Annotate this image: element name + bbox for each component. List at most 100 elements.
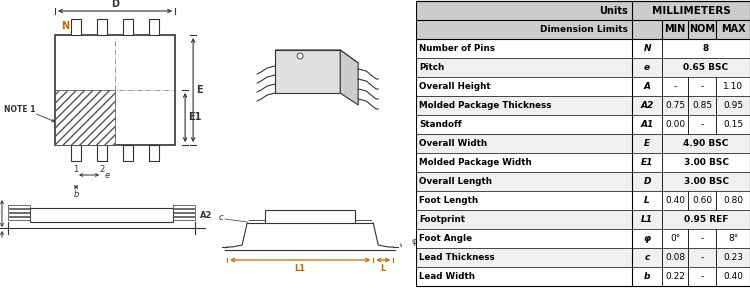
Text: 0°: 0° — [670, 234, 680, 243]
Bar — [55, 35, 175, 145]
Bar — [416, 248, 750, 267]
Text: 0.75: 0.75 — [665, 101, 685, 110]
Text: Foot Length: Foot Length — [419, 196, 478, 205]
Text: NOM: NOM — [689, 24, 715, 34]
Bar — [416, 115, 750, 134]
Text: A: A — [644, 82, 650, 91]
Bar — [8, 209, 30, 212]
Text: L: L — [380, 264, 386, 273]
Bar — [71, 19, 81, 35]
Text: 4.90 BSC: 4.90 BSC — [683, 139, 729, 148]
Text: L: L — [644, 196, 650, 205]
Text: Dimension Limits: Dimension Limits — [540, 25, 628, 34]
Text: 8: 8 — [703, 44, 709, 53]
Text: A1: A1 — [640, 120, 654, 129]
Bar — [416, 134, 750, 153]
Text: NOTE 1: NOTE 1 — [4, 106, 35, 114]
Bar — [8, 217, 30, 220]
Text: φ: φ — [411, 238, 417, 246]
Text: -: - — [700, 234, 703, 243]
Text: 1.10: 1.10 — [723, 82, 743, 91]
Polygon shape — [275, 50, 340, 93]
Text: 0.15: 0.15 — [723, 120, 743, 129]
Bar — [123, 145, 133, 161]
Text: e: e — [105, 170, 110, 180]
Text: MIN: MIN — [664, 24, 686, 34]
Text: MILLIMETERS: MILLIMETERS — [652, 5, 730, 16]
Bar — [173, 217, 195, 220]
Text: -: - — [700, 120, 703, 129]
Text: Molded Package Width: Molded Package Width — [419, 158, 532, 167]
Text: -: - — [700, 272, 703, 281]
Text: E1: E1 — [641, 158, 653, 167]
Circle shape — [297, 53, 303, 59]
Text: A2: A2 — [200, 210, 212, 220]
Bar — [97, 145, 107, 161]
Text: b: b — [74, 190, 79, 199]
Text: 0.85: 0.85 — [692, 101, 712, 110]
Bar — [8, 205, 30, 208]
Text: φ: φ — [644, 234, 650, 243]
Text: 0.22: 0.22 — [665, 272, 685, 281]
Polygon shape — [275, 50, 358, 63]
Text: L1: L1 — [295, 264, 306, 273]
Text: Foot Angle: Foot Angle — [419, 234, 472, 243]
Text: 1: 1 — [74, 165, 79, 174]
Bar — [71, 145, 81, 161]
Bar — [173, 205, 195, 208]
Text: E1: E1 — [188, 113, 202, 123]
Text: b: b — [644, 272, 650, 281]
Bar — [97, 19, 107, 35]
Text: Footprint: Footprint — [419, 215, 465, 224]
Text: Number of Pins: Number of Pins — [419, 44, 495, 53]
Bar — [416, 39, 750, 58]
Text: -: - — [700, 82, 703, 91]
Text: 3.00 BSC: 3.00 BSC — [683, 177, 728, 186]
Bar — [123, 19, 133, 35]
Text: MAX: MAX — [721, 24, 746, 34]
Text: Overall Height: Overall Height — [419, 82, 491, 91]
Text: N: N — [644, 44, 651, 53]
Text: e: e — [644, 63, 650, 72]
Bar — [173, 213, 195, 216]
Text: D: D — [111, 0, 119, 9]
Bar — [416, 191, 750, 210]
Text: 0.60: 0.60 — [692, 196, 712, 205]
Text: Overall Length: Overall Length — [419, 177, 492, 186]
Text: 8°: 8° — [728, 234, 738, 243]
Text: 0.95 REF: 0.95 REF — [684, 215, 728, 224]
Text: N: N — [61, 21, 69, 31]
Text: c: c — [644, 253, 650, 262]
Bar — [416, 1, 750, 20]
Text: 0.80: 0.80 — [723, 196, 743, 205]
Text: 0.23: 0.23 — [723, 253, 743, 262]
Bar — [416, 172, 750, 191]
Text: 2: 2 — [100, 165, 105, 174]
Text: D: D — [644, 177, 651, 186]
Bar — [416, 58, 750, 77]
Text: E: E — [644, 139, 650, 148]
Text: L1: L1 — [641, 215, 653, 224]
Text: 3.00 BSC: 3.00 BSC — [683, 158, 728, 167]
Bar — [8, 213, 30, 216]
Text: Units: Units — [599, 5, 628, 16]
Text: Lead Width: Lead Width — [419, 272, 476, 281]
Text: 0.08: 0.08 — [665, 253, 685, 262]
Bar — [416, 20, 750, 39]
Bar — [416, 77, 750, 96]
Bar — [55, 90, 115, 145]
Bar — [149, 145, 159, 161]
Text: A2: A2 — [640, 101, 654, 110]
Bar — [416, 229, 750, 248]
Text: -: - — [700, 253, 703, 262]
Text: c: c — [218, 214, 223, 223]
Bar — [416, 96, 750, 115]
Text: -: - — [674, 82, 676, 91]
Bar — [149, 19, 159, 35]
Bar — [173, 209, 195, 212]
Text: Overall Width: Overall Width — [419, 139, 488, 148]
Text: 0.95: 0.95 — [723, 101, 743, 110]
Text: E: E — [196, 85, 202, 95]
Text: 0.00: 0.00 — [665, 120, 685, 129]
Text: Pitch: Pitch — [419, 63, 445, 72]
